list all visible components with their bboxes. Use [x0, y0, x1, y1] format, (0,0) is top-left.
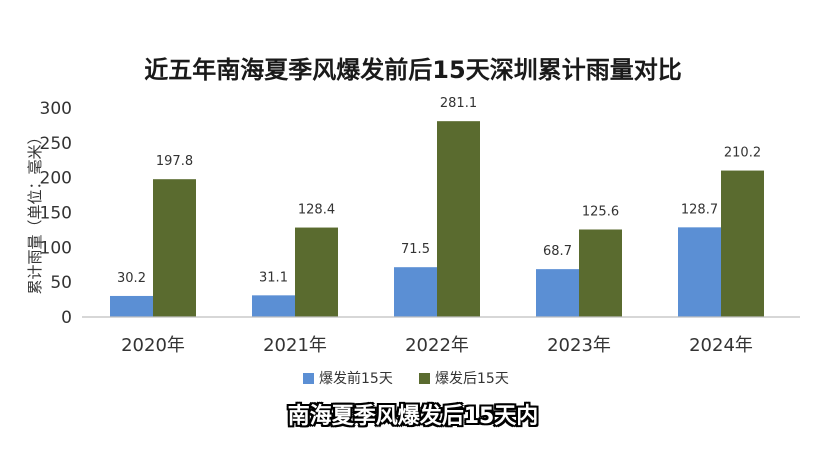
bars-group: 30.2 197.8 31.1 128.4 71.5 281.1 68.7 125.6 128.…	[110, 96, 764, 318]
y-axis: 0 50 100 150 200 250 300	[40, 99, 72, 328]
data-label: 125.6	[582, 204, 619, 219]
bar	[252, 295, 295, 317]
y-tick-label: 50	[50, 273, 72, 293]
y-axis-label: 累计雨量（单位：毫米）	[26, 129, 44, 294]
data-label: 31.1	[259, 270, 288, 285]
bar	[721, 170, 764, 317]
data-label: 210.2	[724, 146, 761, 161]
bar	[579, 229, 622, 317]
y-tick-label: 200	[40, 169, 72, 189]
x-tick-label: 2024年	[689, 335, 753, 356]
data-label: 197.8	[156, 154, 193, 169]
data-label: 71.5	[401, 242, 430, 257]
y-tick-label: 100	[40, 238, 72, 258]
data-label: 128.7	[681, 202, 718, 217]
legend-label: 爆发后15天	[435, 371, 509, 387]
chart-title: 近五年南海夏季风爆发前后15天深圳累计雨量对比	[144, 56, 681, 84]
video-caption: 南海夏季风爆发后15天内	[287, 404, 539, 429]
bar	[678, 227, 721, 317]
bar	[536, 269, 579, 317]
legend-swatch	[303, 373, 314, 384]
legend-swatch	[419, 373, 430, 384]
bar	[394, 267, 437, 317]
y-tick-label: 250	[40, 134, 72, 154]
bar	[153, 179, 196, 317]
data-label: 281.1	[440, 96, 477, 111]
bar	[295, 227, 338, 317]
data-label: 128.4	[298, 203, 335, 218]
x-tick-label: 2021年	[263, 335, 327, 356]
data-label: 30.2	[117, 271, 146, 286]
y-tick-label: 0	[61, 308, 72, 328]
y-tick-label: 300	[40, 99, 72, 119]
x-tick-label: 2020年	[121, 335, 185, 356]
x-axis: 2020年 2021年 2022年 2023年 2024年	[82, 316, 800, 356]
legend: 爆发前15天 爆发后15天	[303, 370, 509, 387]
data-label: 68.7	[543, 244, 572, 259]
bar	[110, 295, 153, 317]
legend-label: 爆发前15天	[319, 370, 393, 387]
x-tick-label: 2022年	[405, 335, 469, 356]
bar	[437, 121, 480, 318]
y-tick-label: 150	[40, 204, 72, 224]
x-tick-label: 2023年	[547, 335, 611, 356]
